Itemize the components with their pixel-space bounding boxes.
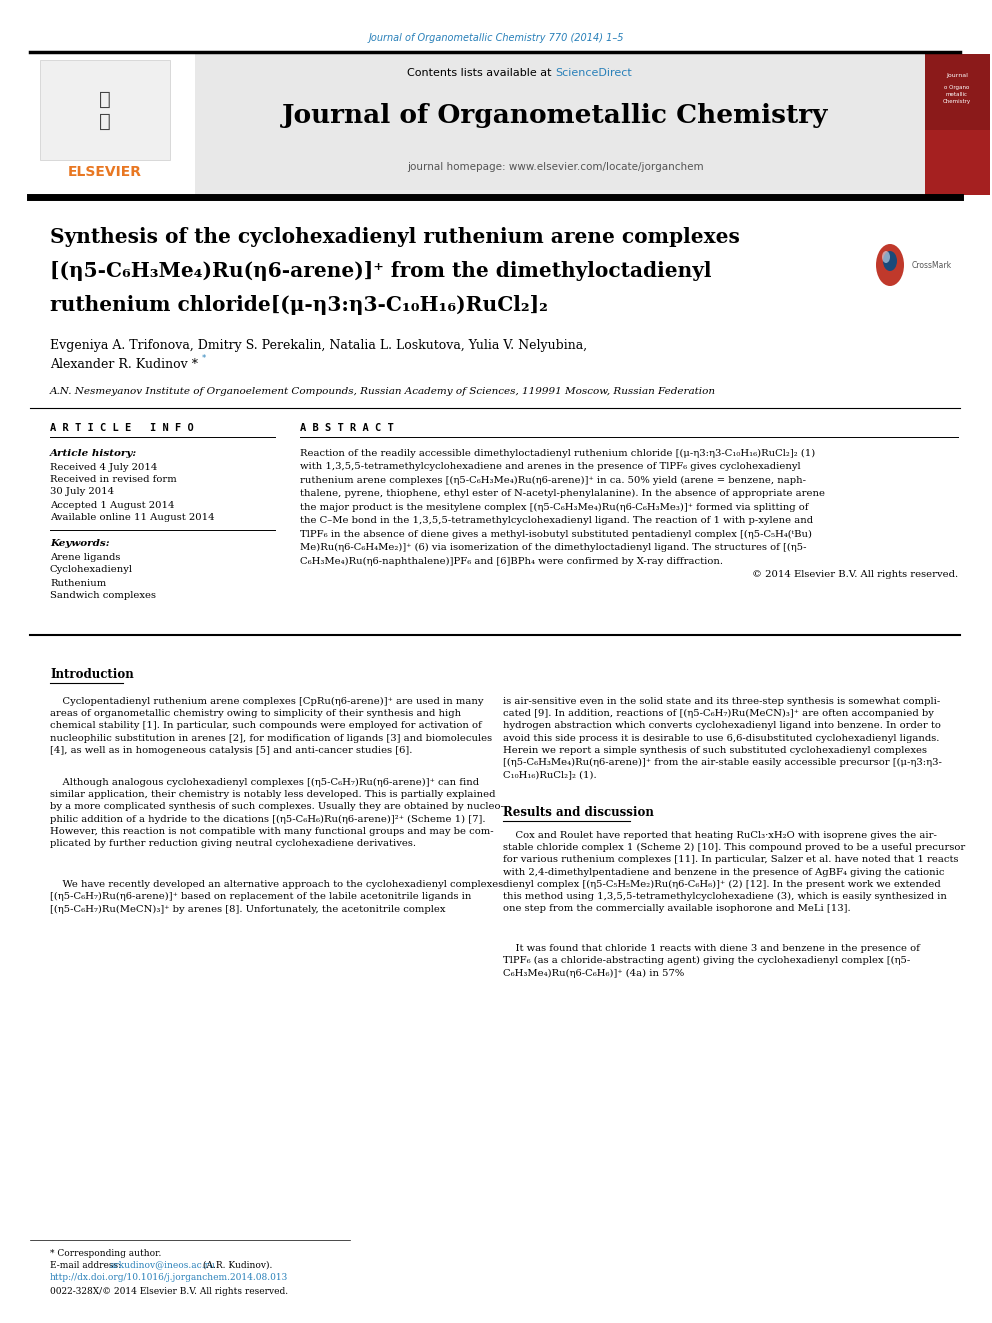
Text: Synthesis of the cyclohexadienyl ruthenium arene complexes: Synthesis of the cyclohexadienyl rutheni… bbox=[50, 228, 740, 247]
Text: Me)Ru(η6-C₆H₄Me₂)]⁺ (6) via isomerization of the dimethyloctadienyl ligand. The : Me)Ru(η6-C₆H₄Me₂)]⁺ (6) via isomerizatio… bbox=[300, 542, 806, 552]
Ellipse shape bbox=[883, 251, 897, 271]
Text: ⬛
🌿: ⬛ 🌿 bbox=[99, 90, 111, 131]
Text: journal homepage: www.elsevier.com/locate/jorganchem: journal homepage: www.elsevier.com/locat… bbox=[407, 161, 703, 172]
Text: A R T I C L E   I N F O: A R T I C L E I N F O bbox=[50, 423, 193, 433]
Bar bbox=[195, 54, 925, 194]
Text: Ruthenium: Ruthenium bbox=[50, 578, 106, 587]
Text: ELSEVIER: ELSEVIER bbox=[68, 165, 142, 179]
Text: TlPF₆ in the absence of diene gives a methyl-isobutyl substituted pentadienyl co: TlPF₆ in the absence of diene gives a me… bbox=[300, 529, 812, 538]
Text: ruthenium chloride[(μ-η3:η3-C₁₀H₁₆)RuCl₂]₂: ruthenium chloride[(μ-η3:η3-C₁₀H₁₆)RuCl₂… bbox=[50, 295, 548, 315]
Text: A B S T R A C T: A B S T R A C T bbox=[300, 423, 394, 433]
Text: * Corresponding author.: * Corresponding author. bbox=[50, 1249, 162, 1257]
Text: Article history:: Article history: bbox=[50, 448, 137, 458]
Text: E-mail address:: E-mail address: bbox=[50, 1261, 124, 1270]
Text: o Organo
metallic
Chemistry: o Organo metallic Chemistry bbox=[943, 86, 971, 105]
Text: Received 4 July 2014: Received 4 July 2014 bbox=[50, 463, 158, 471]
Bar bbox=[925, 54, 990, 194]
Text: thalene, pyrene, thiophene, ethyl ester of N-acetyl-phenylalanine). In the absen: thalene, pyrene, thiophene, ethyl ester … bbox=[300, 490, 825, 497]
Text: We have recently developed an alternative approach to the cyclohexadienyl comple: We have recently developed an alternativ… bbox=[50, 880, 503, 914]
Text: CrossMark: CrossMark bbox=[912, 261, 952, 270]
Text: Journal of Organometallic Chemistry 770 (2014) 1–5: Journal of Organometallic Chemistry 770 … bbox=[368, 33, 624, 44]
Text: (A.R. Kudinov).: (A.R. Kudinov). bbox=[200, 1261, 273, 1270]
Text: http://dx.doi.org/10.1016/j.jorganchem.2014.08.013: http://dx.doi.org/10.1016/j.jorganchem.2… bbox=[50, 1274, 289, 1282]
Text: 0022-328X/© 2014 Elsevier B.V. All rights reserved.: 0022-328X/© 2014 Elsevier B.V. All right… bbox=[50, 1286, 288, 1295]
Bar bbox=[40, 60, 170, 160]
Text: is air-sensitive even in the solid state and its three-step synthesis is somewha: is air-sensitive even in the solid state… bbox=[503, 697, 941, 779]
Text: *: * bbox=[202, 353, 206, 363]
Text: Contents lists available at: Contents lists available at bbox=[407, 67, 555, 78]
Ellipse shape bbox=[882, 251, 890, 263]
Text: A.N. Nesmeyanov Institute of Organoelement Compounds, Russian Academy of Science: A.N. Nesmeyanov Institute of Organoeleme… bbox=[50, 388, 716, 397]
Text: C₆H₃Me₄)Ru(η6-naphthalene)]PF₆ and [6]BPh₄ were confirmed by X-ray diffraction.: C₆H₃Me₄)Ru(η6-naphthalene)]PF₆ and [6]BP… bbox=[300, 557, 723, 565]
Text: Cyclohexadienyl: Cyclohexadienyl bbox=[50, 565, 133, 574]
Text: ruthenium arene complexes [(η5-C₆H₃Me₄)Ru(η6-arene)]⁺ in ca. 50% yield (arene = : ruthenium arene complexes [(η5-C₆H₃Me₄)R… bbox=[300, 475, 806, 484]
Text: Journal of Organometallic Chemistry: Journal of Organometallic Chemistry bbox=[282, 102, 828, 127]
Text: ScienceDirect: ScienceDirect bbox=[555, 67, 632, 78]
Text: with 1,3,5,5-tetramethylcyclohexadiene and arenes in the presence of TlPF₆ gives: with 1,3,5,5-tetramethylcyclohexadiene a… bbox=[300, 462, 801, 471]
Bar bbox=[30, 54, 195, 194]
Text: © 2014 Elsevier B.V. All rights reserved.: © 2014 Elsevier B.V. All rights reserved… bbox=[752, 570, 958, 579]
Text: Sandwich complexes: Sandwich complexes bbox=[50, 591, 156, 601]
Text: Reaction of the readily accessible dimethyloctadienyl ruthenium chloride [(μ-η3:: Reaction of the readily accessible dimet… bbox=[300, 448, 815, 458]
Text: Results and discussion: Results and discussion bbox=[503, 807, 654, 819]
Text: Available online 11 August 2014: Available online 11 August 2014 bbox=[50, 512, 214, 521]
Text: Cox and Roulet have reported that heating RuCl₃·xH₂O with isoprene gives the air: Cox and Roulet have reported that heatin… bbox=[503, 831, 965, 913]
Text: Arene ligands: Arene ligands bbox=[50, 553, 120, 561]
Ellipse shape bbox=[876, 243, 904, 286]
Text: 30 July 2014: 30 July 2014 bbox=[50, 487, 114, 496]
Text: [(η5-C₆H₃Me₄)Ru(η6-arene)]⁺ from the dimethyloctadienyl: [(η5-C₆H₃Me₄)Ru(η6-arene)]⁺ from the dim… bbox=[50, 261, 711, 280]
Text: It was found that chloride 1 reacts with diene 3 and benzene in the presence of
: It was found that chloride 1 reacts with… bbox=[503, 945, 920, 978]
Text: Introduction: Introduction bbox=[50, 668, 134, 681]
Text: Accepted 1 August 2014: Accepted 1 August 2014 bbox=[50, 500, 175, 509]
Text: Keywords:: Keywords: bbox=[50, 538, 110, 548]
Text: Journal: Journal bbox=[946, 73, 968, 78]
Text: arkudinov@ineos.ac.ru: arkudinov@ineos.ac.ru bbox=[110, 1261, 216, 1270]
Text: the major product is the mesitylene complex [(η5-C₆H₃Me₄)Ru(η6-C₆H₃Me₃)]⁺ formed: the major product is the mesitylene comp… bbox=[300, 503, 808, 512]
Text: Although analogous cyclohexadienyl complexes [(η5-C₆H₇)Ru(η6-arene)]⁺ can find
s: Although analogous cyclohexadienyl compl… bbox=[50, 778, 504, 848]
Text: Evgeniya A. Trifonova, Dmitry S. Perekalin, Natalia L. Loskutova, Yulia V. Nelyu: Evgeniya A. Trifonova, Dmitry S. Perekal… bbox=[50, 339, 587, 352]
Text: Received in revised form: Received in revised form bbox=[50, 475, 177, 484]
Text: the C–Me bond in the 1,3,5,5-tetramethylcyclohexadienyl ligand. The reaction of : the C–Me bond in the 1,3,5,5-tetramethyl… bbox=[300, 516, 813, 525]
Text: Alexander R. Kudinov *: Alexander R. Kudinov * bbox=[50, 357, 198, 370]
Bar bbox=[925, 130, 990, 194]
Text: Cyclopentadienyl ruthenium arene complexes [CpRu(η6-arene)]⁺ are used in many
ar: Cyclopentadienyl ruthenium arene complex… bbox=[50, 697, 492, 754]
